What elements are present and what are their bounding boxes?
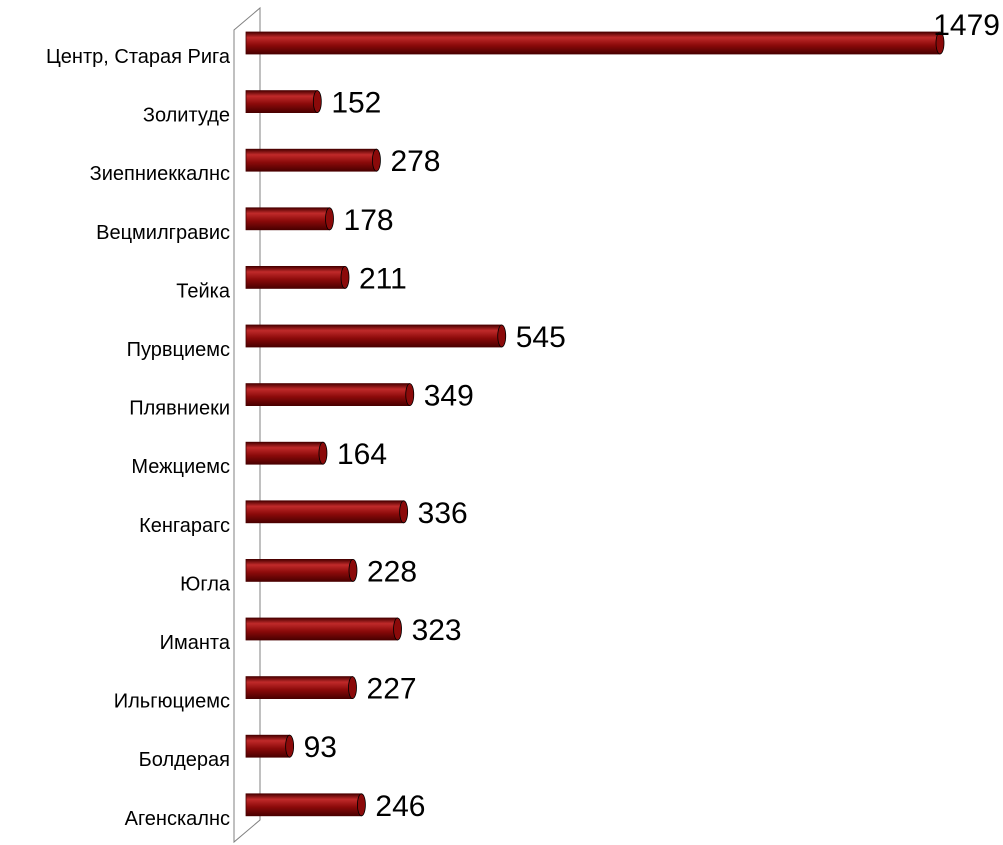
bar-cap <box>372 148 381 172</box>
category-label: Ильгюциемс <box>114 691 230 713</box>
category-label: Тейка <box>176 280 231 302</box>
bar-body <box>245 207 330 231</box>
chart-back-wall <box>233 6 261 844</box>
value-label: 152 <box>331 87 381 120</box>
category-label: Кенгарагс <box>139 515 230 537</box>
category-label: Плявниеки <box>129 398 230 420</box>
value-label: 164 <box>337 438 387 471</box>
bar-body <box>245 265 346 289</box>
bar-cap <box>405 383 415 407</box>
bar <box>245 148 381 172</box>
bar-body <box>245 676 353 699</box>
value-label: 178 <box>344 204 394 237</box>
bar-body <box>245 383 411 407</box>
category-label: Центр, Старая Рига <box>46 46 231 68</box>
value-label: 323 <box>412 614 462 647</box>
bar-cap <box>340 265 350 289</box>
value-label: 246 <box>375 790 425 823</box>
bar <box>245 793 366 817</box>
bar <box>245 383 415 407</box>
bar-body <box>245 31 941 55</box>
bar <box>245 324 507 348</box>
bar <box>245 734 295 758</box>
bar <box>245 31 945 55</box>
category-label: Иманта <box>160 632 231 654</box>
category-label: Вецмилгравис <box>96 222 230 244</box>
category-label: Болдерая <box>139 749 230 771</box>
bar <box>245 617 402 641</box>
value-label: 545 <box>516 321 566 354</box>
bar <box>245 500 409 524</box>
bar-body <box>245 90 318 113</box>
bar <box>245 559 358 582</box>
bar-body <box>245 734 291 758</box>
value-label: 336 <box>418 497 468 530</box>
bar-cap <box>357 793 366 817</box>
bar-cap <box>312 90 322 113</box>
bar-cap <box>325 207 334 231</box>
chart-wall <box>233 6 261 844</box>
bar-cap <box>285 734 295 758</box>
value-label: 1479 <box>933 9 1000 42</box>
value-label: 227 <box>367 673 417 706</box>
bar <box>245 265 350 289</box>
bar-cap <box>935 31 945 55</box>
value-label: 228 <box>367 555 417 588</box>
bar-body <box>245 559 354 582</box>
bar-body <box>245 148 377 172</box>
value-label: 349 <box>424 380 474 413</box>
bar <box>245 676 357 699</box>
bar <box>245 441 328 465</box>
bar-cap <box>348 559 358 582</box>
bars <box>245 31 945 817</box>
category-label: Югла <box>180 573 231 595</box>
bar-body <box>245 500 405 524</box>
bar-body <box>245 324 503 348</box>
bar-cap <box>399 500 409 524</box>
value-label: 93 <box>304 731 337 764</box>
bar <box>245 207 334 231</box>
category-label: Агенскалнс <box>125 808 230 830</box>
bar-body <box>245 793 362 817</box>
value-label: 278 <box>390 145 440 178</box>
bar-body <box>245 441 324 465</box>
bar-cap <box>348 676 357 699</box>
category-label: Золитуде <box>143 105 230 127</box>
category-label: Пурвциемс <box>127 339 230 361</box>
bar-cap <box>393 617 402 641</box>
category-label: Зиепниеккалнс <box>90 163 230 185</box>
bar-cap <box>497 324 507 348</box>
category-label: Межциемс <box>131 456 230 478</box>
value-label: 211 <box>359 262 407 295</box>
bar-body <box>245 617 398 641</box>
category-labels: Центр, Старая Рига Золитуде Зиепниеккалнс В… <box>46 46 231 830</box>
bar <box>245 90 322 113</box>
bar-cap <box>318 441 328 465</box>
